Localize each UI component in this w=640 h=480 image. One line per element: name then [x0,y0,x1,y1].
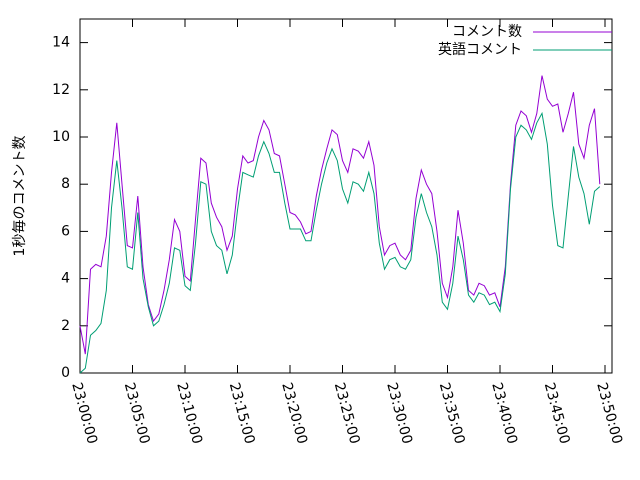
series-line [79,111,601,374]
x-tick-label: 23:10:00 [173,381,205,446]
legend-label: コメント数 [452,24,522,40]
series-line [79,75,601,355]
x-tick-label: 23:15:00 [226,381,258,446]
x-tick-label: 23:00:00 [68,381,100,446]
plot-frame [79,18,613,374]
x-tick-label: 23:40:00 [488,381,520,446]
y-tick-label: 12 [52,82,70,98]
y-tick-label: 14 [52,35,70,51]
x-tick-label: 23:35:00 [436,381,468,446]
y-axis-label: 1秒毎のコメント数 [12,136,28,257]
x-tick-label: 23:20:00 [278,381,310,446]
x-tick-label: 23:25:00 [331,381,363,446]
y-tick-label: 2 [61,318,70,334]
y-tick-label: 10 [52,129,70,145]
y-tick-label: 6 [61,223,70,239]
x-tick-label: 23:45:00 [541,381,573,446]
y-tick-label: 4 [61,271,70,287]
x-tick-label: 23:30:00 [383,381,415,446]
legend-label: 英語コメント [438,41,522,58]
x-tick-label: 23:05:00 [121,381,153,446]
x-tick-label: 23:50:00 [593,381,625,446]
y-tick-label: 0 [61,365,70,381]
y-tick-label: 8 [61,176,70,192]
